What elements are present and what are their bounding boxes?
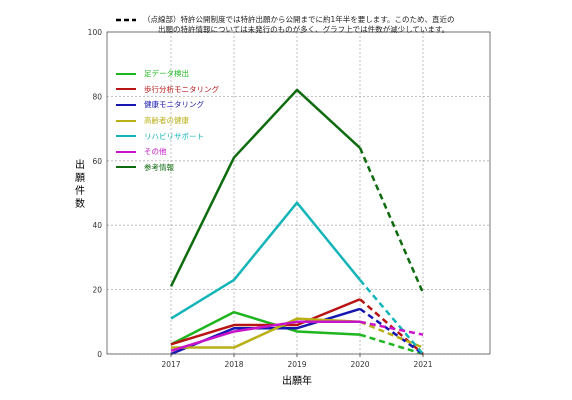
legend-swatch [116,150,136,153]
series-line-dashed [359,298,424,355]
legend-label: その他 [144,147,167,157]
series-line-solid [170,310,361,346]
series-line-solid [171,317,361,349]
legend-swatch [116,88,136,91]
y-tick-label: 80 [92,92,102,101]
x-tick-label: 2017 [161,360,180,369]
series-line-dashed [359,307,424,356]
x-tick-label: 2020 [350,360,369,369]
series-line-dashed [358,147,425,294]
legend-item: その他 [116,144,219,160]
legend-swatch [116,166,136,169]
series-参考情報 [169,88,425,294]
series-足データ検出 [170,310,424,356]
legend-item: 高齢者の健康 [116,113,219,129]
legend-swatch [116,119,136,122]
series-line-dashed [359,320,424,349]
legend-swatch [116,72,136,75]
y-axis-title-char: 願 [75,172,85,184]
x-tick-label: 2018 [224,360,243,369]
series-line-dashed [359,279,424,355]
series-line-solid [169,88,361,287]
legend-label: 足データ検出 [144,69,189,79]
y-tick-label: 100 [88,28,103,37]
series-その他 [170,320,424,352]
series-line-dashed [359,333,424,356]
y-tick-label: 0 [97,350,102,359]
y-axis-title-char: 数 [75,197,85,210]
y-tick-label: 60 [92,157,102,166]
series-line-solid [170,320,360,352]
legend-swatch [116,103,136,106]
legend-label: 参考情報 [144,162,174,172]
y-axis-title-char: 件 [75,185,85,197]
legend-swatch [116,135,136,138]
series-line-dashed [359,320,424,336]
legend-item: リハビリサポート [116,128,219,144]
legend-label: 健康モニタリング [144,100,204,110]
series-lines [169,88,425,356]
legend-label: 歩行分析モニタリング [144,84,219,94]
legend-item: 参考情報 [116,160,219,176]
note-line-1: （点線部）特許公開制度では特許出願から公開までに約1年半を要します。このため、直… [143,15,455,24]
axes: 0 20 40 60 80 100 2017 2018 2019 2020 2021 [88,28,491,369]
note-line-2: 出願の特許情報については未発行のものが多く、グラフ上では件数が減少しています。 [158,25,450,34]
x-tick-label: 2019 [287,360,306,369]
legend-label: 高齢者の健康 [144,116,189,126]
y-tick-label: 40 [92,221,102,230]
y-tick-label: 20 [92,286,102,295]
legend-item: 健康モニタリング [116,97,219,113]
x-axis-title: 出願年 [282,374,312,387]
y-axis-title-char: 出 [75,158,85,171]
series-歩行分析モニタリング [170,298,424,355]
legend-item: 足データ検出 [116,66,219,82]
legend-label: リハビリサポート [144,131,204,141]
plot-area-border [106,31,491,355]
series-高齢者の健康 [171,317,424,349]
legend-item: 歩行分析モニタリング [116,82,219,98]
x-tick-label: 2021 [413,360,432,369]
legend: 足データ検出歩行分析モニタリング 健康モニタリング 高齢者の健康リハビリサポート その… [116,66,219,175]
series-line-solid [170,298,361,346]
dashed-line-key-icon [116,18,136,22]
series-line-solid [170,201,361,320]
series-リハビリサポート [170,201,424,355]
